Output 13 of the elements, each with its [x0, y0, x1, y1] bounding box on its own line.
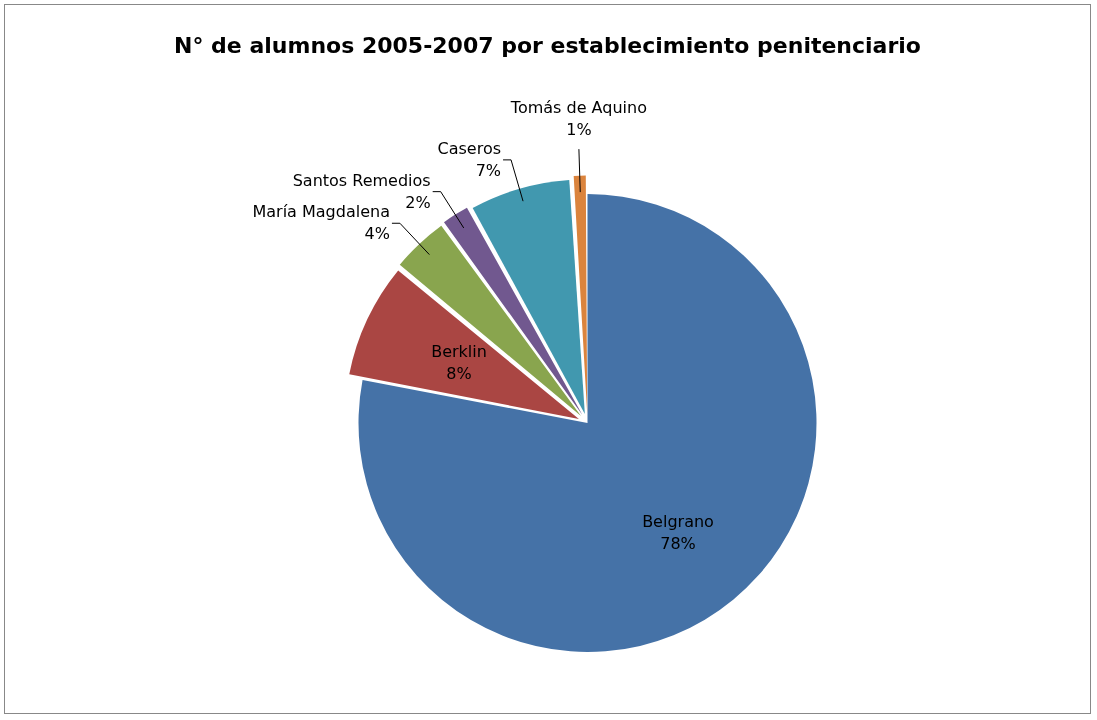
- slice-label: María Magdalena: [252, 202, 390, 222]
- data-label: 1%: [566, 120, 592, 140]
- slice-label: Belgrano: [642, 511, 714, 531]
- data-label: 4%: [364, 224, 390, 244]
- slice-label: Tomás de Aquino: [509, 98, 647, 118]
- slice-label: Caseros: [437, 139, 502, 159]
- data-label: 7%: [475, 161, 502, 181]
- data-label: 8%: [446, 363, 472, 383]
- slice-label: Berklin: [431, 341, 487, 361]
- data-label: 78%: [660, 533, 696, 553]
- data-label: 2%: [405, 192, 431, 212]
- slice-label: Santos Remedios: [292, 170, 431, 190]
- chart-title: N° de alumnos 2005-2007 por establecimiento penitenciario: [173, 33, 922, 58]
